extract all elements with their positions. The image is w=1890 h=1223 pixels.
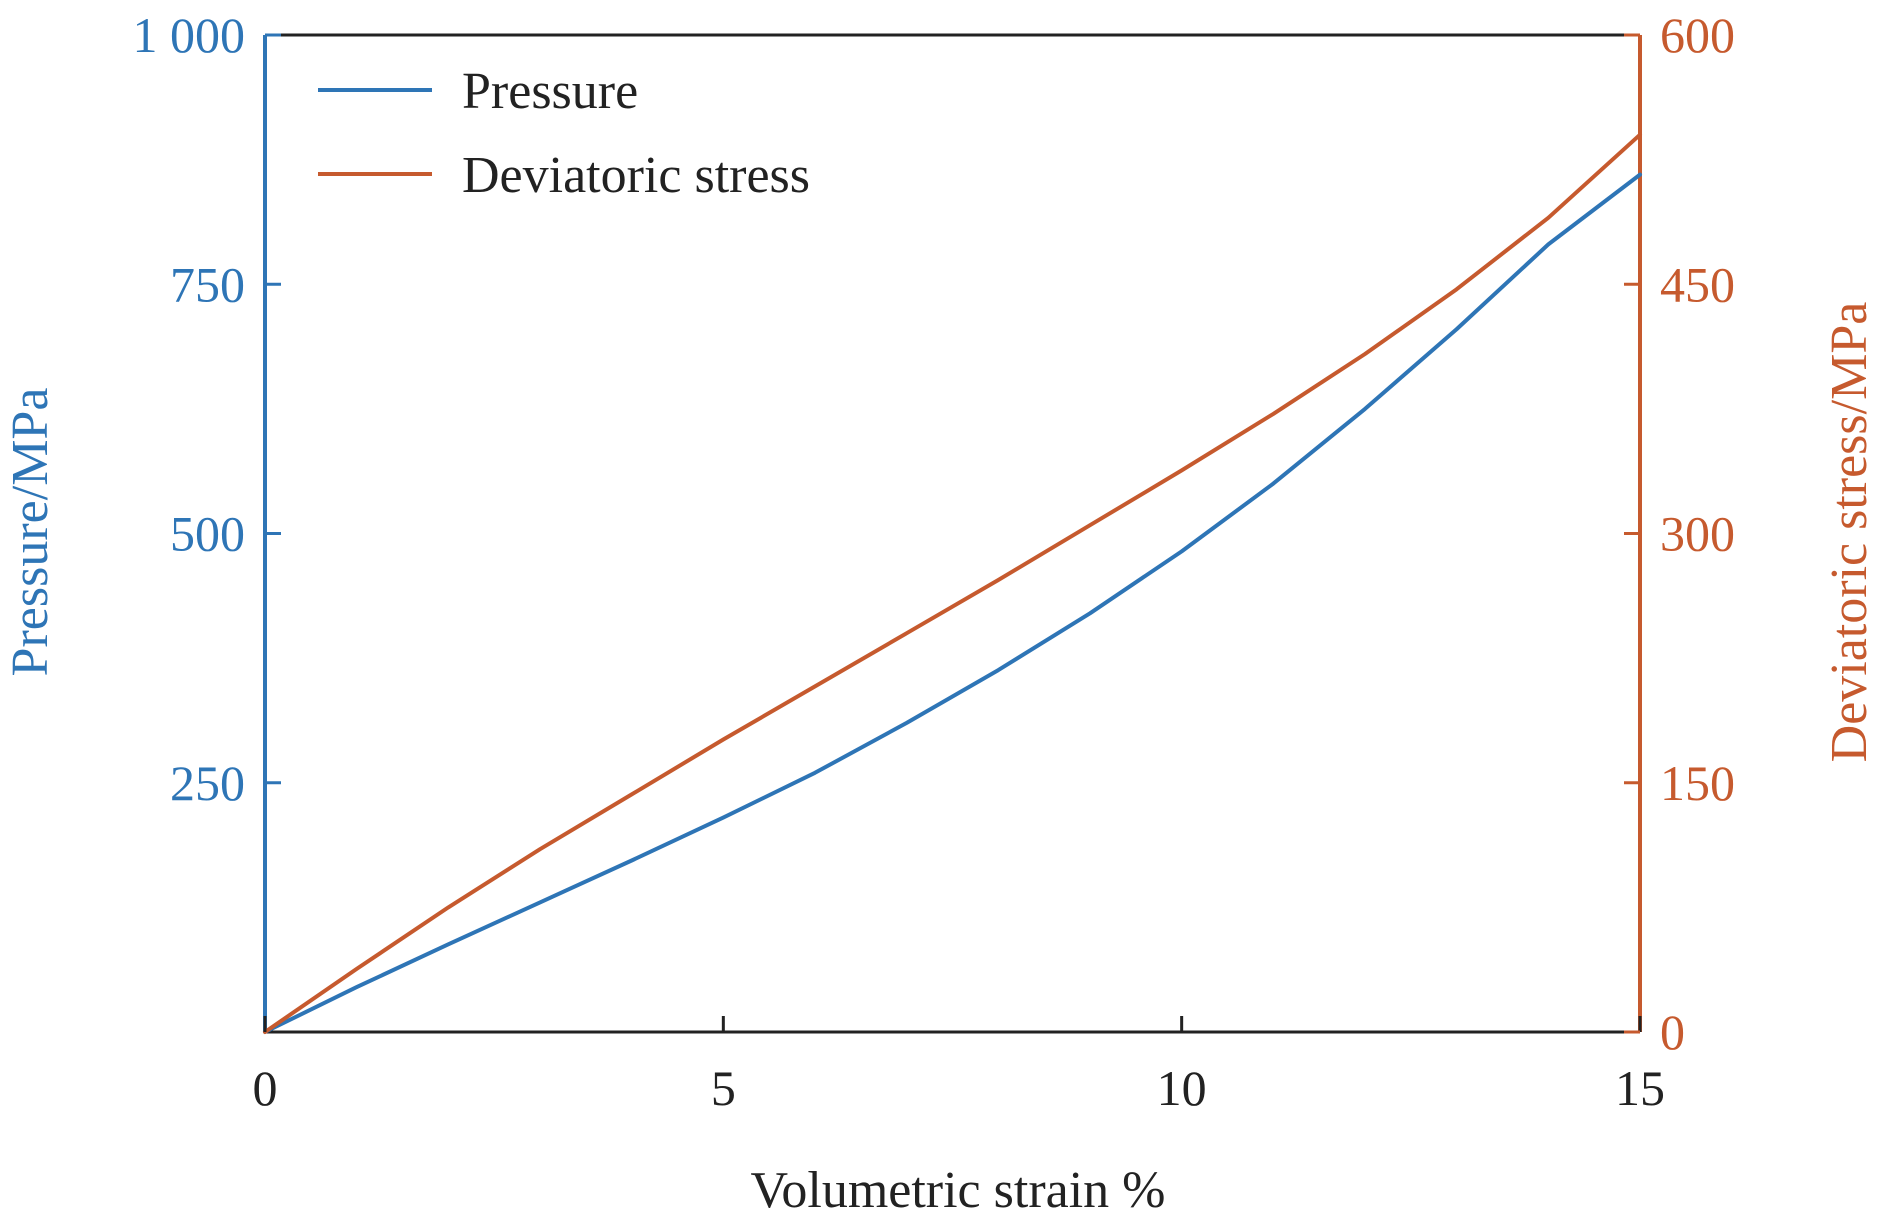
x-tick-label-2: 10 — [1157, 1060, 1207, 1116]
legend-label-deviatoric-stress: Deviatoric stress — [462, 147, 810, 204]
y-left-tick-label-3: 1 000 — [133, 7, 246, 63]
x-tick-label-0: 0 — [253, 1060, 278, 1116]
legend: Pressure Deviatoric stress — [318, 63, 810, 204]
y-right-tick-label-3: 450 — [1660, 256, 1735, 312]
y-left-tick-label-2: 750 — [170, 256, 245, 312]
series-line-pressure — [263, 172, 1642, 1034]
y-right-tick-label-4: 600 — [1660, 7, 1735, 63]
series-layer — [263, 132, 1642, 1034]
y-right-axis-title: Deviatoric stress/MPa — [1821, 302, 1878, 763]
y-right-tick-label-1: 150 — [1660, 755, 1735, 811]
y-left-tick-label-0: 250 — [170, 755, 245, 811]
y-right-tick-label-2: 300 — [1660, 506, 1735, 562]
y-left-axis-title: Pressure/MPa — [2, 388, 59, 677]
legend-label-pressure: Pressure — [462, 63, 638, 120]
y-right-tick-label-0: 0 — [1660, 1004, 1685, 1060]
x-tick-label-3: 15 — [1615, 1060, 1665, 1116]
series-line-deviatoric-stress — [263, 132, 1642, 1034]
y-left-tick-label-1: 500 — [170, 506, 245, 562]
ticks-layer: 0 5 10 15 250 500 750 1 000 0 150 300 450 600 — [133, 7, 1736, 1116]
x-tick-label-1: 5 — [711, 1060, 736, 1116]
x-axis-title: Volumetric strain % — [751, 1162, 1166, 1219]
